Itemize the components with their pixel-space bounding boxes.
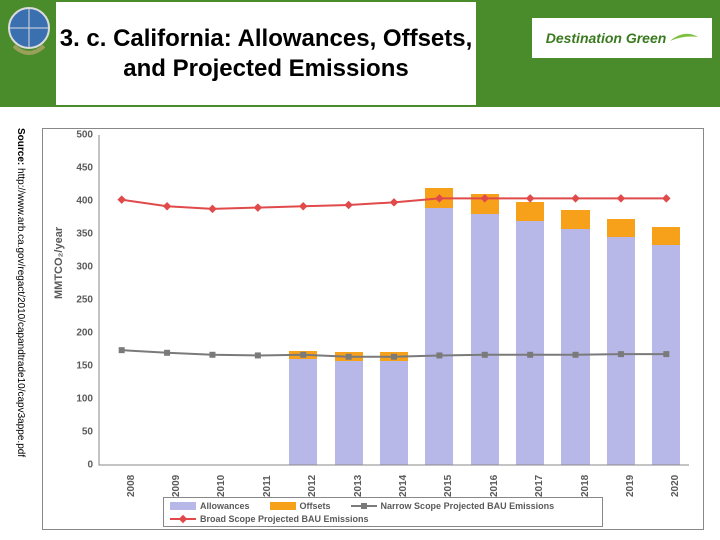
x-tick-label: 2008 <box>126 475 137 497</box>
y-tick-label: 200 <box>43 328 93 339</box>
source-label: Source: <box>15 128 26 165</box>
source-citation: Source: http://www.arb.ca.gov/regact/201… <box>14 128 38 528</box>
destination-green-badge: Destination Green <box>532 18 712 58</box>
x-tick-label: 2016 <box>489 475 500 497</box>
chart-legend: Allowances Offsets Narrow Scope Projected … <box>163 497 603 527</box>
y-tick-label: 350 <box>43 229 93 240</box>
x-tick-label: 2013 <box>353 475 364 497</box>
destination-green-text: Destination Green <box>546 30 667 46</box>
y-tick-label: 50 <box>43 427 93 438</box>
header-band: 3. c. California: Allowances, Offsets, a… <box>0 0 720 107</box>
x-tick-label: 2012 <box>307 475 318 497</box>
y-tick-label: 500 <box>43 130 93 141</box>
y-tick-label: 400 <box>43 196 93 207</box>
y-tick-label: 450 <box>43 163 93 174</box>
x-tick-label: 2017 <box>534 475 545 497</box>
legend-item: Allowances <box>170 499 250 512</box>
y-tick-label: 300 <box>43 262 93 273</box>
page-title: 3. c. California: Allowances, Offsets, a… <box>56 24 476 84</box>
x-tick-label: 2020 <box>670 475 681 497</box>
legend-item: Offsets <box>270 499 331 512</box>
title-panel: 3. c. California: Allowances, Offsets, a… <box>56 2 476 105</box>
x-tick-label: 2011 <box>262 475 273 497</box>
x-tick-label: 2015 <box>443 475 454 497</box>
x-tick-label: 2018 <box>580 475 591 497</box>
legend-item: Broad Scope Projected BAU Emissions <box>170 512 369 525</box>
x-tick-label: 2009 <box>171 475 182 497</box>
swoosh-icon <box>670 31 698 45</box>
source-url: http://www.arb.ca.gov/regact/2010/capand… <box>15 168 26 457</box>
x-tick-label: 2010 <box>216 475 227 497</box>
x-tick-label: 2014 <box>398 475 409 497</box>
chart-container: MMTCO₂/year AllowancesOffsetsNarrow Scop… <box>42 128 704 530</box>
legend-item: Narrow Scope Projected BAU Emissions <box>351 499 555 512</box>
x-tick-label: 2019 <box>625 475 636 497</box>
icao-logo-icon <box>4 2 54 62</box>
y-tick-label: 150 <box>43 361 93 372</box>
chart-plot <box>99 135 689 465</box>
y-tick-label: 100 <box>43 394 93 405</box>
y-tick-label: 0 <box>43 460 93 471</box>
y-tick-label: 250 <box>43 295 93 306</box>
